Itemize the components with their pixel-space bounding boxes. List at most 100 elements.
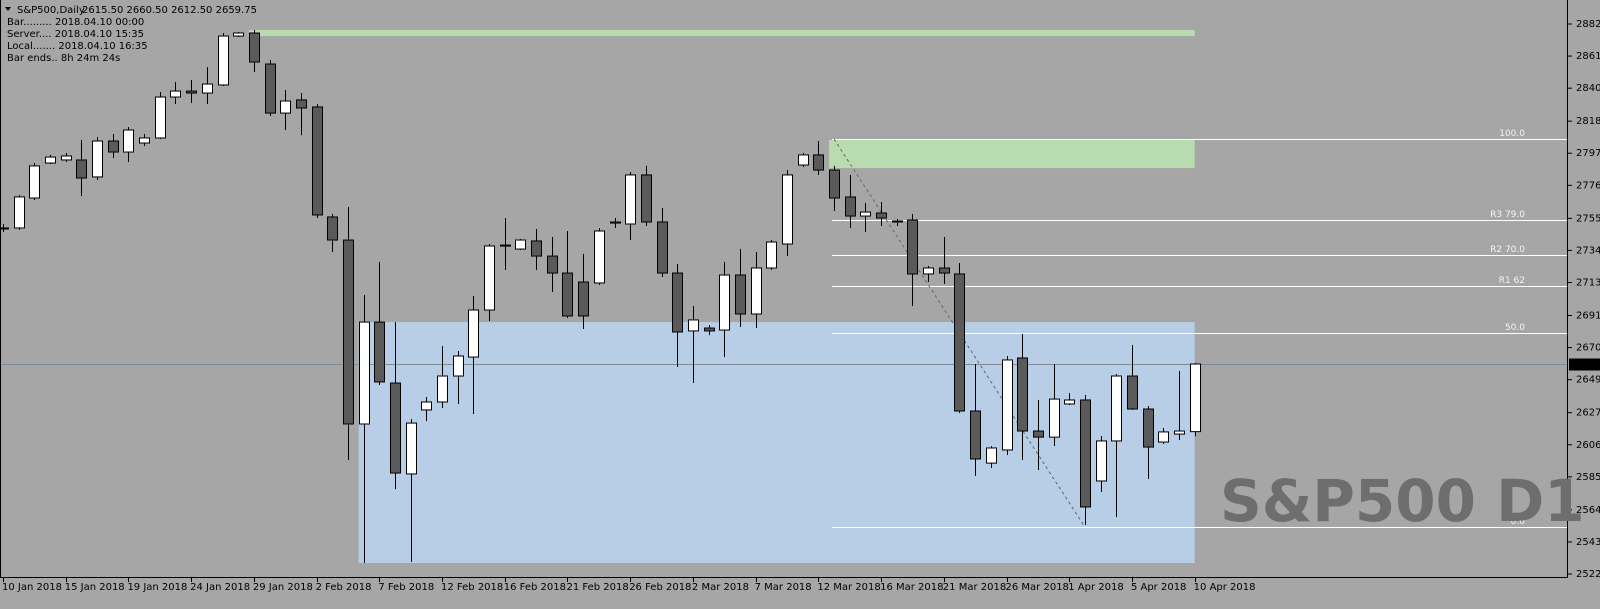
info-line: Local....... 2018.04.10 16:35: [7, 41, 148, 52]
candle-body: [892, 220, 903, 223]
candle-body: [406, 422, 417, 475]
candle-body: [312, 106, 323, 216]
x-tick-label: 26 Feb 2018: [629, 582, 691, 593]
x-tick-label: 29 Jan 2018: [253, 582, 313, 593]
candle-body: [986, 447, 997, 464]
fib-label: R2 70.0: [1490, 245, 1525, 255]
candle-body: [547, 255, 558, 274]
candle-body: [296, 99, 307, 109]
y-tick-label: 2797.70: [1576, 148, 1600, 159]
y-tick-label: 2522.30: [1576, 569, 1600, 580]
candle-body: [939, 267, 950, 274]
last-price-label: 2659.75: [1576, 360, 1600, 371]
candle-body: [923, 267, 934, 275]
y-tick-label: 2840.30: [1576, 83, 1600, 94]
y-tick-label: 2606.90: [1576, 440, 1600, 451]
y-tick-label: 2755.10: [1576, 213, 1600, 224]
zone: [829, 139, 1195, 169]
x-tick-label: 1 Apr 2018: [1068, 582, 1123, 593]
candle-body: [29, 165, 40, 199]
candle-body: [218, 35, 229, 86]
candle-body: [610, 221, 621, 224]
candle-body: [421, 401, 432, 411]
x-tick-label: 16 Feb 2018: [504, 582, 566, 593]
zones: [248, 29, 1195, 564]
info-line: Bar ends.. 8h 24m 24s: [7, 53, 120, 64]
fib-label: 0.0: [1511, 517, 1526, 527]
y-tick-label: 2543.30: [1576, 537, 1600, 548]
candle-body: [970, 410, 981, 460]
candle-body: [374, 321, 385, 383]
candle-body: [390, 382, 401, 474]
candle-body: [719, 274, 730, 331]
watermark: S&P500 D1: [1220, 467, 1585, 535]
candle-body: [1174, 430, 1185, 435]
candle-body: [672, 272, 683, 333]
y-tick-label: 2627.90: [1576, 408, 1600, 419]
menu-arrow[interactable]: [5, 7, 11, 11]
candle-body: [108, 140, 119, 153]
candle-body: [484, 245, 495, 311]
candle-body: [155, 96, 166, 139]
candle-body: [515, 239, 526, 250]
y-tick-label: 2861.30: [1576, 51, 1600, 62]
labels: Bar......... 2018.04.10 00:00Server.... …: [2, 17, 1600, 593]
candle-body: [829, 169, 840, 199]
y-tick-label: 2691.50: [1576, 311, 1600, 322]
candle-body: [578, 281, 589, 317]
x-tick-label: 2 Feb 2018: [316, 582, 372, 593]
candle-body: [327, 216, 338, 241]
candle-body: [233, 32, 244, 37]
candle-body: [186, 90, 197, 94]
candle-body: [782, 174, 793, 245]
candle-body: [688, 319, 699, 332]
candle-body: [845, 196, 856, 217]
y-tick-label: 2713.10: [1576, 278, 1600, 289]
last-price-box: [1569, 358, 1600, 371]
candle-body: [704, 327, 715, 332]
candle-body: [1080, 399, 1091, 508]
x-tick-label: 2 Mar 2018: [692, 582, 749, 593]
candle-body: [813, 154, 824, 171]
fib-label: R1 62: [1499, 276, 1525, 286]
candle-body: [641, 174, 652, 223]
zone: [358, 322, 1195, 564]
candle-body: [359, 321, 370, 425]
y-tick-label: 2585.90: [1576, 472, 1600, 483]
candle-body: [500, 244, 511, 247]
candle-body: [751, 267, 762, 315]
ohlc-text: 2615.50 2660.50 2612.50 2659.75: [82, 5, 257, 16]
info-line: Bar......... 2018.04.10 00:00: [7, 17, 144, 28]
fib-label: 50.0: [1505, 323, 1525, 333]
x-tick-label: 21 Feb 2018: [566, 582, 628, 593]
x-tick-label: 26 Mar 2018: [1006, 582, 1069, 593]
y-tick-label: 2649.50: [1576, 375, 1600, 386]
x-tick-label: 7 Mar 2018: [755, 582, 812, 593]
x-tick-label: 10 Jan 2018: [2, 582, 62, 593]
candles: [0, 29, 1201, 564]
candle-body: [280, 100, 291, 114]
candle-body: [14, 196, 25, 229]
candle-body: [1190, 363, 1201, 433]
candle-body: [907, 219, 918, 275]
x-tick-label: 15 Jan 2018: [65, 582, 125, 593]
candle-body: [766, 241, 777, 269]
candle-body: [76, 159, 87, 179]
x-tick-label: 21 Mar 2018: [943, 582, 1006, 593]
zone: [248, 29, 1195, 37]
y-tick-label: 2670.50: [1576, 343, 1600, 354]
x-tick-label: 16 Mar 2018: [880, 582, 943, 593]
candle-body: [562, 272, 573, 317]
y-tick-label: 2818.70: [1576, 116, 1600, 127]
candle-body: [45, 156, 56, 164]
candle-body: [860, 211, 871, 217]
candle-body: [0, 227, 9, 230]
x-tick-label: 24 Jan 2018: [190, 582, 250, 593]
candle-body: [954, 273, 965, 412]
candle-body: [202, 83, 213, 94]
candle-body: [1127, 375, 1138, 410]
candle-body: [170, 90, 181, 98]
candle-body: [123, 129, 134, 153]
